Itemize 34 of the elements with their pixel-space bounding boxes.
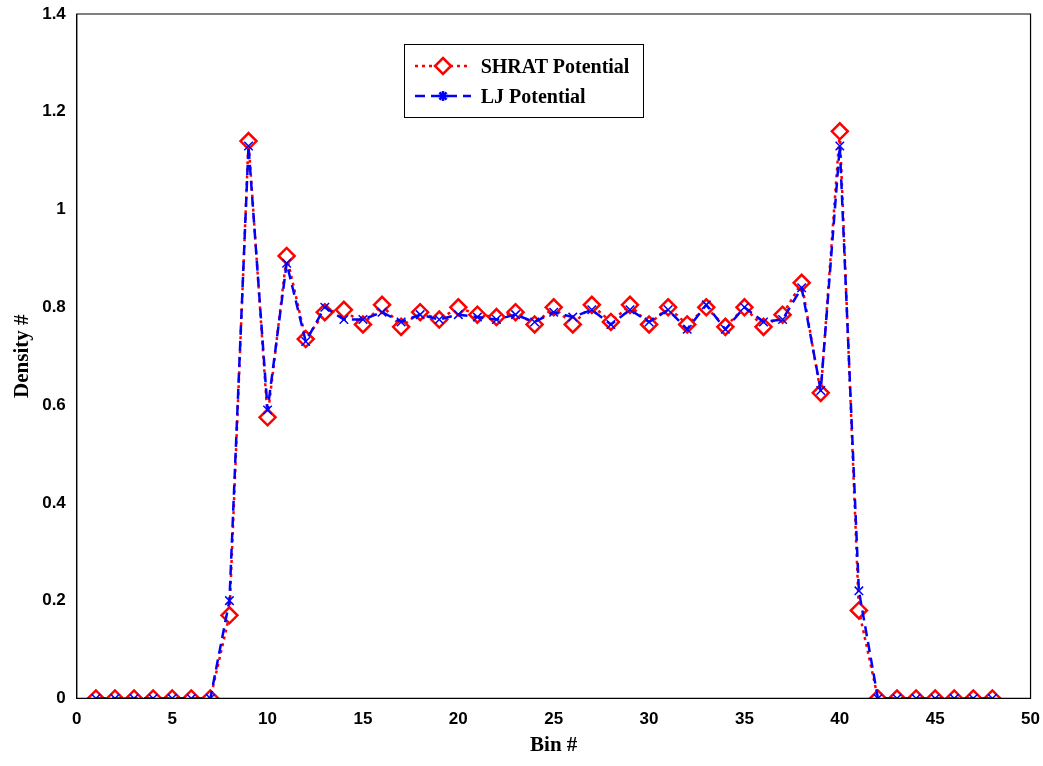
x-tick-label: 45 bbox=[925, 709, 945, 729]
point bbox=[243, 141, 254, 151]
x-tick-label: 5 bbox=[167, 709, 177, 729]
x-tick-label: 25 bbox=[544, 709, 564, 729]
x-tick-label: 15 bbox=[353, 709, 373, 729]
x-tick-label: 50 bbox=[1021, 709, 1041, 729]
x-tick-label: 20 bbox=[448, 709, 468, 729]
point bbox=[262, 404, 273, 415]
x-tick-label: 0 bbox=[72, 709, 82, 729]
point bbox=[830, 122, 850, 141]
point bbox=[834, 141, 845, 151]
legend-label: LJ Potential bbox=[480, 84, 586, 108]
y-tick-label: 1.2 bbox=[42, 101, 66, 121]
x-axis-title: Bin # bbox=[530, 731, 578, 756]
x-tick-label: 30 bbox=[639, 709, 659, 729]
y-tick-label: 1 bbox=[56, 199, 66, 219]
point bbox=[277, 246, 296, 266]
legend-label: SHRAT Potential bbox=[480, 54, 630, 78]
point bbox=[377, 307, 388, 318]
point bbox=[281, 258, 292, 269]
point bbox=[334, 300, 354, 320]
x-tick-label: 10 bbox=[258, 709, 278, 729]
y-tick-label: 0.8 bbox=[42, 297, 66, 316]
point bbox=[453, 309, 464, 320]
y-tick-label: 0.6 bbox=[42, 394, 66, 414]
y-tick-label: 0 bbox=[56, 688, 66, 708]
y-tick-label: 0.2 bbox=[42, 590, 66, 610]
y-tick-label: 0.4 bbox=[42, 492, 67, 512]
y-axis-title: Density # bbox=[9, 314, 34, 398]
point bbox=[338, 314, 349, 325]
x-tick-label: 40 bbox=[830, 709, 850, 729]
point bbox=[567, 312, 578, 323]
y-tick-label: 1.4 bbox=[42, 3, 67, 23]
x-tick-label: 35 bbox=[734, 709, 754, 729]
